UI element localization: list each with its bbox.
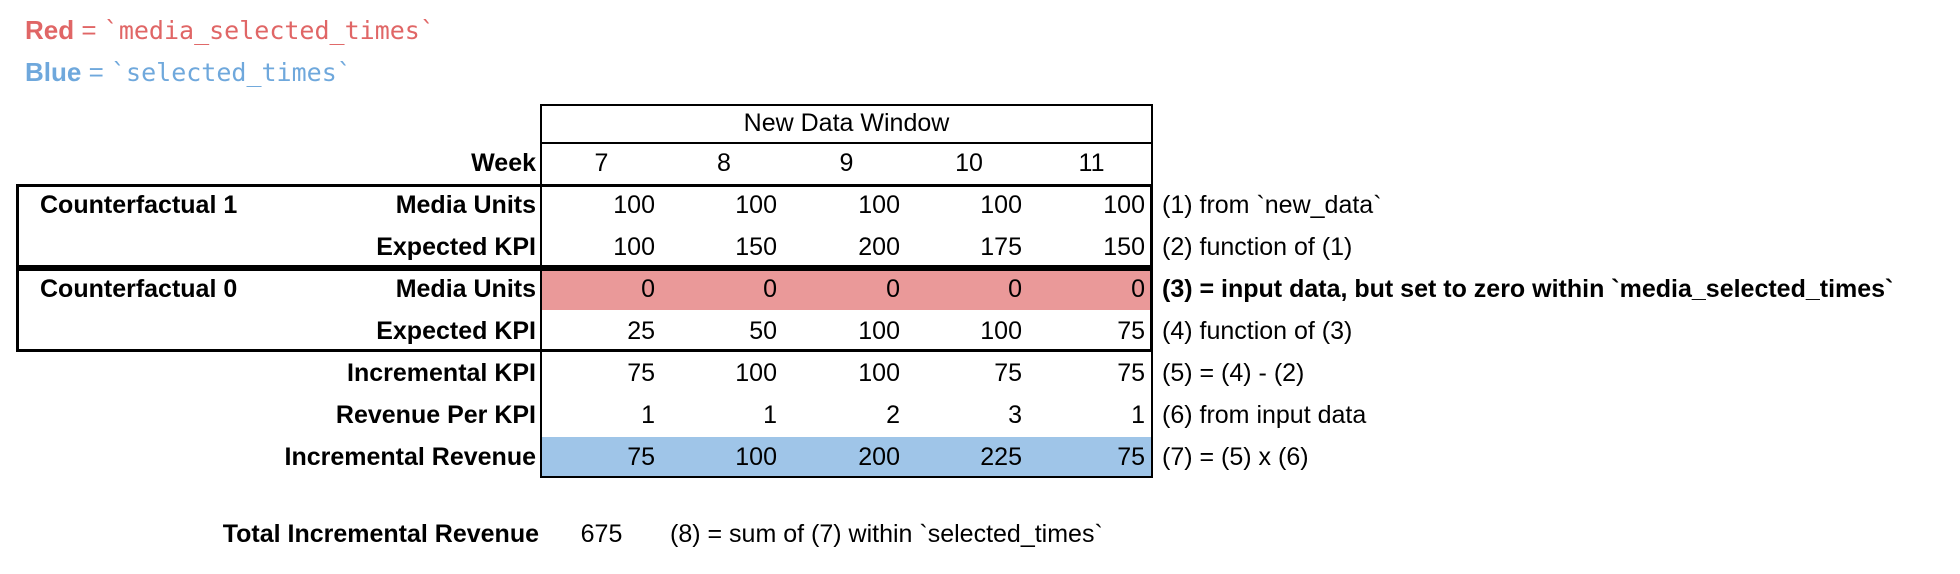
legend-red-line: Red = `media_selected_times` <box>25 14 435 46</box>
table-cell: 25 <box>627 317 655 345</box>
week-number: 11 <box>1078 149 1105 177</box>
table-cell: 1 <box>641 401 655 429</box>
annotation-3: (3) = input data, but set to zero within… <box>1162 275 1894 303</box>
table-cell-highlight-blue: 75 <box>1117 443 1145 471</box>
table-cell: 100 <box>858 191 900 219</box>
total-incremental-revenue-value: 675 <box>580 520 623 548</box>
table-cell-highlight-red: 0 <box>1131 275 1145 303</box>
selected-times-highlight <box>542 437 1151 476</box>
table-cell: 100 <box>858 359 900 387</box>
table-cell: 150 <box>1103 233 1145 261</box>
row-label-expected-kpi-cf1: Expected KPI <box>376 233 536 261</box>
table-cell: 100 <box>613 233 655 261</box>
week-number: 10 <box>955 149 983 177</box>
week-number: 7 <box>594 149 609 177</box>
table-cell-highlight-blue: 75 <box>627 443 655 471</box>
table-cell: 100 <box>858 317 900 345</box>
total-incremental-revenue-label: Total Incremental Revenue <box>222 520 539 548</box>
table-cell: 50 <box>749 317 777 345</box>
row-label-media-units-cf0: Media Units <box>395 275 536 303</box>
table-cell: 100 <box>980 191 1022 219</box>
week-row-label: Week <box>471 149 536 177</box>
week-number: 8 <box>717 149 731 177</box>
table-cell: 100 <box>735 191 777 219</box>
annotation-1: (1) from `new_data` <box>1162 191 1382 219</box>
table-cell-highlight-blue: 200 <box>858 443 900 471</box>
annotation-2: (2) function of (1) <box>1162 233 1353 261</box>
table-cell: 75 <box>994 359 1022 387</box>
table-cell-highlight-red: 0 <box>886 275 900 303</box>
table-cell: 175 <box>980 233 1022 261</box>
table-cell-highlight-red: 0 <box>1008 275 1022 303</box>
new-data-window-header-box <box>540 104 1153 144</box>
table-cell-highlight-red: 0 <box>641 275 655 303</box>
legend-blue-line: Blue = `selected_times` <box>25 56 352 88</box>
table-cell: 3 <box>1008 401 1022 429</box>
table-cell: 100 <box>1103 191 1145 219</box>
table-cell: 200 <box>858 233 900 261</box>
row-label-revenue-per-kpi: Revenue Per KPI <box>335 401 536 429</box>
legend-blue-code: `selected_times` <box>110 58 352 87</box>
annotation-7: (7) = (5) x (6) <box>1162 443 1309 471</box>
table-cell: 100 <box>735 359 777 387</box>
table-cell: 75 <box>627 359 655 387</box>
row-label-expected-kpi-cf0: Expected KPI <box>376 317 536 345</box>
table-cell: 100 <box>613 191 655 219</box>
table-cell-highlight-blue: 100 <box>735 443 777 471</box>
table-cell: 1 <box>1131 401 1145 429</box>
row-label-media-units-cf1: Media Units <box>395 191 536 219</box>
week-number: 9 <box>839 149 854 177</box>
annotation-8: (8) = sum of (7) within `selected_times` <box>670 520 1103 548</box>
table-cell: 100 <box>980 317 1022 345</box>
legend-red-equals: = <box>74 15 104 45</box>
table-cell: 75 <box>1117 359 1145 387</box>
table-cell: 75 <box>1117 317 1145 345</box>
annotation-4: (4) function of (3) <box>1162 317 1353 345</box>
legend-red-code: `media_selected_times` <box>103 16 435 45</box>
legend-red-label: Red <box>25 15 75 45</box>
table-cell: 150 <box>735 233 777 261</box>
legend-blue-equals: = <box>81 57 111 87</box>
group-label-counterfactual-0: Counterfactual 0 <box>40 275 238 303</box>
counterfactual-1-box <box>16 184 1153 268</box>
annotation-6: (6) from input data <box>1162 401 1367 429</box>
counterfactual-0-box <box>16 268 1153 352</box>
annotation-5: (5) = (4) - (2) <box>1162 359 1305 387</box>
row-label-incremental-revenue: Incremental Revenue <box>284 443 537 471</box>
table-cell: 2 <box>886 401 900 429</box>
row-label-incremental-kpi: Incremental KPI <box>347 359 536 387</box>
group-label-counterfactual-1: Counterfactual 1 <box>40 191 238 219</box>
table-cell: 1 <box>763 401 777 429</box>
table-cell-highlight-blue: 225 <box>980 443 1022 471</box>
table-header: New Data Window <box>743 109 950 137</box>
media-selected-times-highlight <box>542 271 1151 310</box>
table-cell-highlight-red: 0 <box>763 275 777 303</box>
legend-blue-label: Blue <box>25 57 82 87</box>
